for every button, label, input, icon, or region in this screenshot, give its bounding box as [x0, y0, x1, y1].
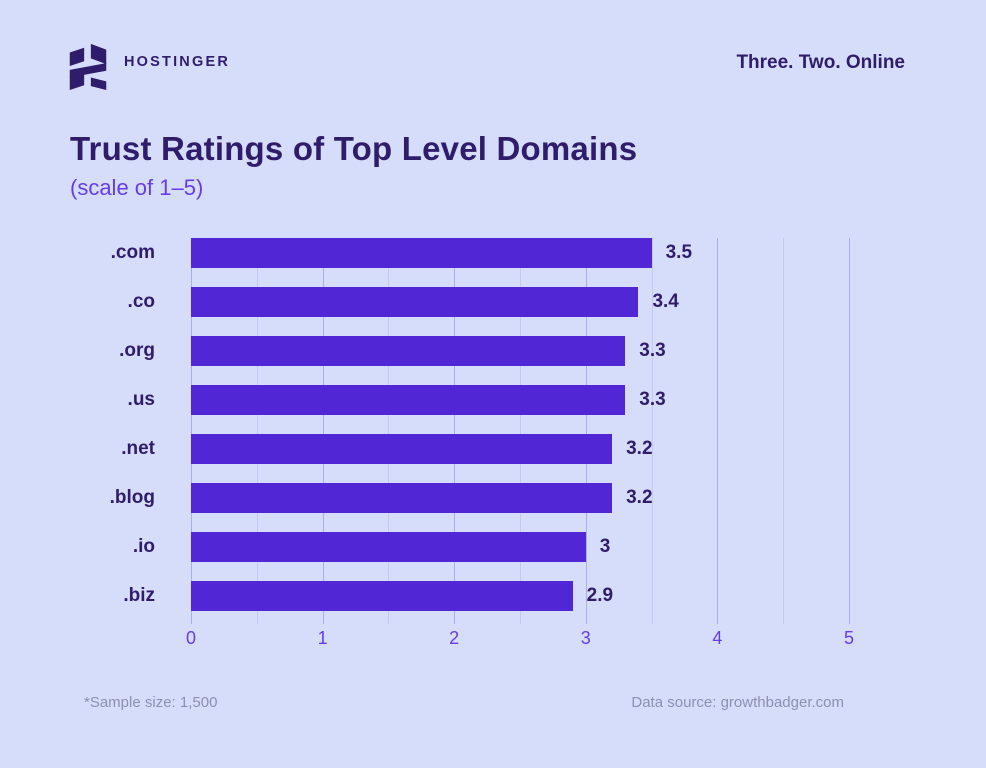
category-label: .co	[127, 291, 155, 312]
category-label: .org	[119, 340, 155, 361]
bar	[191, 434, 613, 464]
gridline-minor	[388, 238, 390, 611]
axis-tick	[717, 611, 719, 624]
x-tick-label: 2	[449, 628, 460, 648]
data-source-note: Data source: growthbadger.com	[631, 694, 844, 711]
bar	[191, 238, 652, 268]
brand-name: HOSTINGER	[124, 54, 230, 70]
bar	[191, 287, 639, 317]
axis-tick	[454, 611, 456, 624]
axis-tick	[191, 611, 192, 624]
value-label: 3.5	[665, 242, 693, 263]
gridline-major	[585, 238, 587, 611]
gridline-major	[191, 238, 192, 611]
gridline-minor	[651, 238, 653, 611]
chart-title: Trust Ratings of Top Level Domains	[70, 130, 638, 167]
value-label: 3.2	[626, 487, 653, 508]
axis-tick	[322, 611, 324, 624]
value-label: 3.3	[639, 340, 666, 361]
category-label: .biz	[123, 585, 155, 606]
value-label: 3.3	[639, 389, 666, 410]
axis-tick	[783, 611, 785, 624]
axis-tick	[849, 611, 850, 624]
bar	[191, 385, 626, 415]
axis-tick	[388, 611, 390, 624]
value-label: 3	[599, 536, 611, 557]
x-tick-label: 1	[317, 628, 328, 648]
chart-subtitle: (scale of 1–5)	[70, 175, 204, 200]
axis-tick	[520, 611, 521, 624]
gridline-major	[454, 238, 456, 611]
x-axis: 0 1 2 3 4 5	[186, 628, 854, 652]
category-label: .blog	[109, 487, 155, 508]
brand: HOSTINGER	[68, 42, 230, 90]
axis-tick	[651, 611, 653, 624]
gridline-minor	[256, 238, 258, 611]
axis-tick	[585, 611, 587, 624]
hostinger-logo-icon	[69, 43, 107, 90]
category-label: .io	[132, 536, 155, 557]
value-label: 3.4	[652, 291, 679, 312]
sample-size-note: *Sample size: 1,500	[84, 694, 218, 711]
gridline-major	[717, 238, 719, 611]
x-tick-label: 5	[843, 628, 854, 648]
brand-tagline: Three. Two. Online	[736, 52, 905, 73]
x-tick-label: 4	[712, 628, 723, 648]
gridline-major	[322, 238, 324, 611]
category-label: .net	[121, 438, 155, 459]
bar	[191, 532, 586, 562]
value-label: 3.2	[626, 438, 653, 459]
x-tick-label: 3	[580, 628, 591, 648]
category-label: .us	[127, 389, 155, 410]
value-label: 2.9	[586, 585, 614, 606]
x-tick-label: 0	[185, 628, 196, 648]
bar	[191, 581, 573, 611]
bar	[191, 483, 613, 513]
gridline-minor	[520, 238, 521, 611]
gridline-major	[849, 238, 850, 611]
plot-area: 3.5 3.4 3.3 3.3 3.2 3.2 3 2.9	[191, 238, 850, 624]
bar	[191, 336, 626, 366]
axis-tick	[256, 611, 258, 624]
category-label: .com	[110, 242, 155, 263]
gridline-minor	[783, 238, 785, 611]
